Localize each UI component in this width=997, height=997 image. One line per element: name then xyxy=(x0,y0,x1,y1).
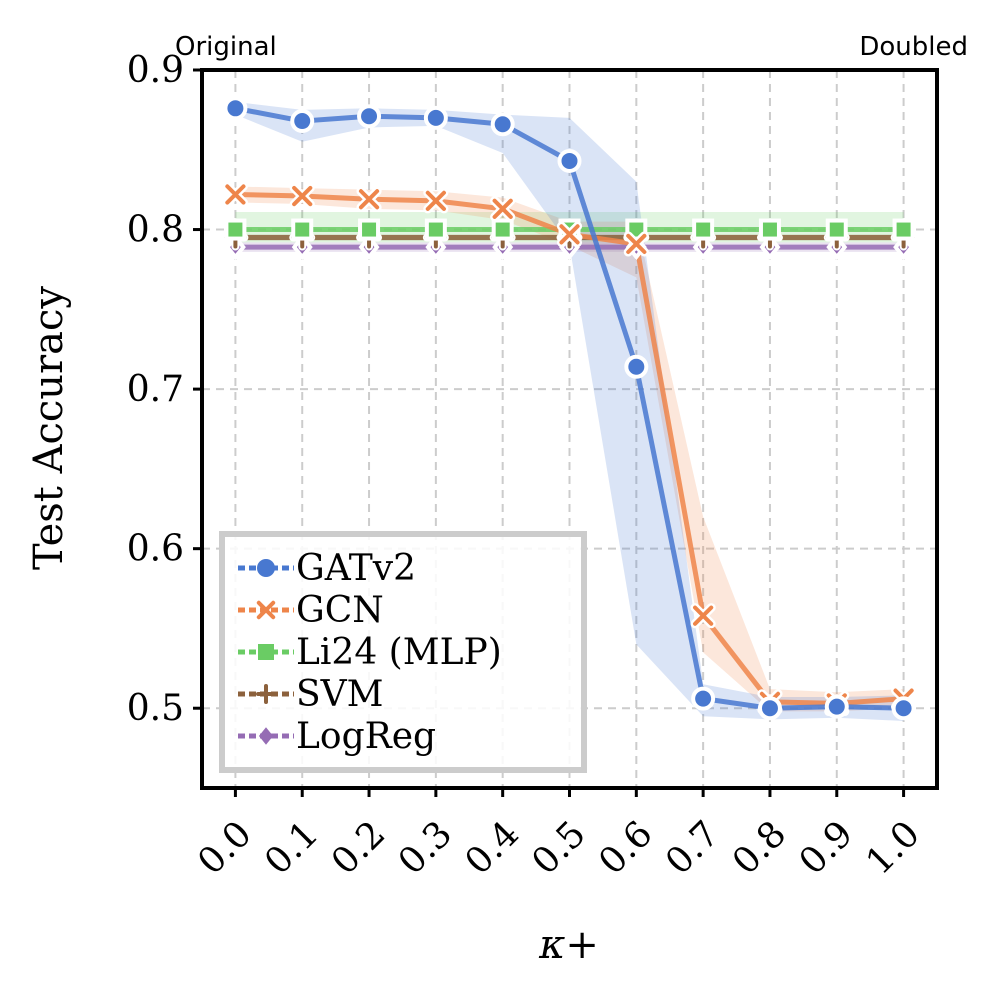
data-point xyxy=(224,218,247,241)
legend-marker xyxy=(257,559,275,577)
y-tick-label: 0.6 xyxy=(127,529,184,570)
data-point xyxy=(557,148,582,173)
legend-marker xyxy=(256,600,276,620)
legend-label: GATv2 xyxy=(296,548,416,589)
data-point xyxy=(825,218,848,241)
data-point xyxy=(290,109,315,134)
data-point xyxy=(356,186,382,212)
legend-marker xyxy=(258,644,274,660)
data-point xyxy=(357,104,382,129)
y-tick-label: 0.8 xyxy=(127,210,184,251)
y-tick-label: 0.5 xyxy=(127,688,184,729)
legend-label: SVM xyxy=(296,674,384,715)
data-point xyxy=(891,696,916,721)
data-point xyxy=(757,696,782,721)
data-point xyxy=(423,188,449,214)
legend-label: LogReg xyxy=(296,716,436,757)
data-point xyxy=(222,181,249,208)
data-point xyxy=(490,112,515,137)
legend-marker xyxy=(258,727,274,745)
data-point xyxy=(223,96,248,121)
legend-marker xyxy=(256,684,276,704)
data-point xyxy=(690,603,716,629)
y-tick-label: 0.7 xyxy=(127,369,184,410)
data-point xyxy=(491,218,514,241)
data-point xyxy=(358,218,381,241)
series-markers xyxy=(222,96,917,721)
y-axis-label: Test Accuracy xyxy=(26,286,72,570)
data-point xyxy=(892,218,915,241)
data-point xyxy=(556,221,583,247)
data-point xyxy=(490,196,516,222)
legend-label: GCN xyxy=(296,590,384,631)
corner-label-doubled: Doubled xyxy=(859,32,968,62)
data-point xyxy=(289,183,315,209)
data-point xyxy=(691,686,716,711)
legend-label: Li24 (MLP) xyxy=(296,632,502,673)
data-point xyxy=(623,231,649,257)
x-axis-label: κ+ xyxy=(538,922,599,968)
data-point xyxy=(291,218,314,241)
y-tick-label: 0.9 xyxy=(127,50,184,91)
corner-label-original: Original xyxy=(175,32,277,62)
data-point xyxy=(423,105,448,130)
data-point xyxy=(424,218,447,241)
data-point xyxy=(824,694,849,719)
data-point xyxy=(692,218,715,241)
data-point xyxy=(624,354,649,379)
data-point xyxy=(758,218,781,241)
